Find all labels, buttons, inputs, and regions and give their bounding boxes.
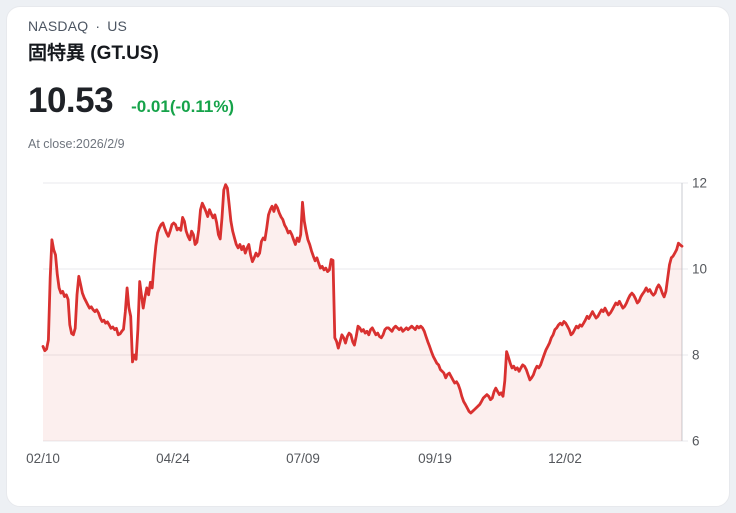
exchange-label: NASDAQ (28, 18, 89, 34)
region-label: US (107, 18, 128, 34)
last-price: 10.53 (28, 81, 114, 120)
as-of-timestamp: At close:2026/2/9 (28, 137, 125, 151)
price-row: 10.53 -0.01(-0.11%) (28, 81, 234, 121)
stock-name: 固特異 (GT.US) (28, 43, 159, 64)
separator-dot: · (95, 18, 101, 34)
exchange-row: NASDAQ · US (28, 18, 127, 34)
price-change: -0.01(-0.11%) (131, 97, 235, 116)
stock-quote-card: NASDAQ · US 固特異 (GT.US) 10.53 -0.01(-0.11%… (6, 6, 730, 507)
